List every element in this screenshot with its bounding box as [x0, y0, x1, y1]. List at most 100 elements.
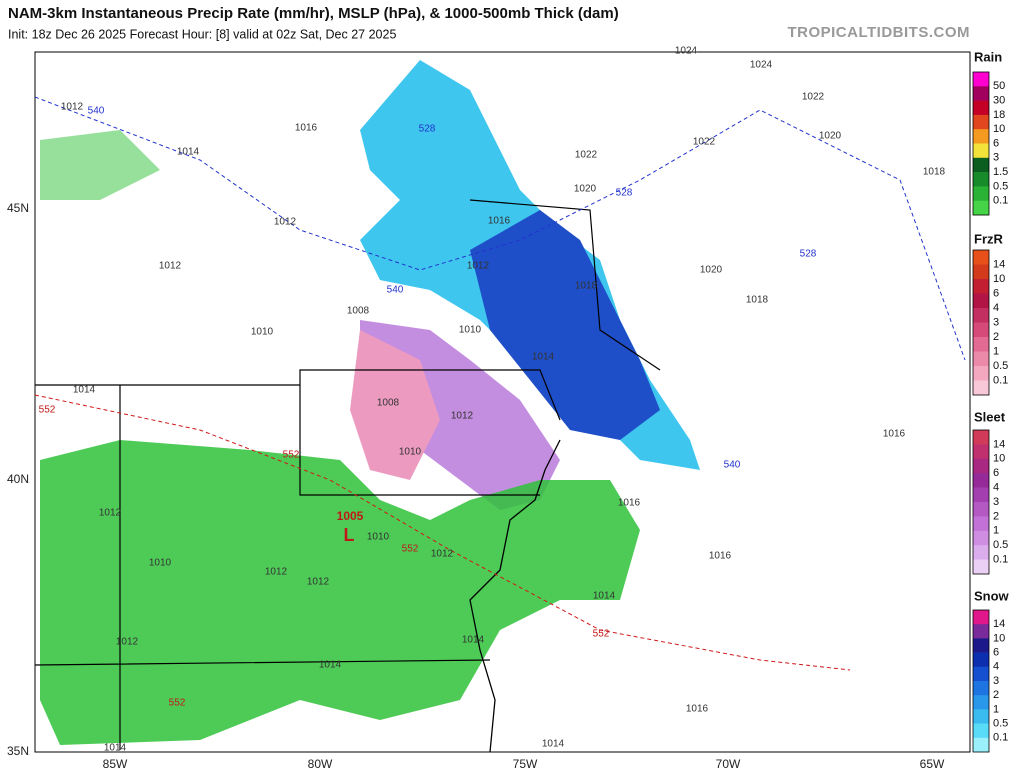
- legend-swatch: [973, 487, 989, 503]
- lat-label: 45N: [7, 201, 29, 215]
- legend-level: 4: [993, 661, 999, 673]
- low-symbol: L: [344, 525, 355, 545]
- legend-level: 4: [993, 302, 999, 314]
- legend-level: 3: [993, 316, 999, 328]
- title: NAM-3km Instantaneous Precip Rate (mm/hr…: [8, 5, 619, 22]
- legend-frame: [972, 429, 990, 575]
- isobar-label: 1012: [159, 261, 182, 272]
- legend-level: 0.5: [993, 180, 1008, 192]
- snow-heavy: [470, 210, 660, 440]
- isobar-label: 1016: [618, 498, 641, 509]
- legend-swatch: [973, 143, 989, 159]
- legend-level: 14: [993, 618, 1005, 630]
- isobar-label: 1012: [274, 217, 297, 228]
- lat-label: 35N: [7, 744, 29, 758]
- isobar-label: 1012: [99, 508, 122, 519]
- legend-level: 1: [993, 345, 999, 357]
- legend-level: 4: [993, 482, 999, 494]
- legend-swatch: [973, 502, 989, 517]
- legend-title: Snow: [974, 588, 1010, 603]
- legend: Rain50301810631.50.50.1FrzR1410643210.50…: [972, 49, 1010, 753]
- legend-level: 0.1: [993, 374, 1008, 386]
- legend-level: 30: [993, 95, 1005, 107]
- lon-label: 80W: [308, 757, 333, 771]
- isobar-label: 1020: [700, 265, 723, 276]
- legend-frame: [972, 71, 990, 216]
- isobar-label: 1010: [149, 558, 172, 569]
- legend-swatch: [973, 444, 989, 460]
- legend-swatch: [973, 610, 989, 625]
- lon-label: 75W: [513, 757, 538, 771]
- legend-level: 18: [993, 109, 1005, 121]
- isobar-label: 1014: [542, 739, 565, 750]
- coastline: [469, 439, 561, 753]
- isobar-label: 1014: [532, 352, 555, 363]
- legend-swatch: [973, 279, 989, 294]
- lon-label: 65W: [920, 757, 945, 771]
- isobar-label: 1022: [802, 92, 825, 103]
- frzr: [350, 330, 440, 480]
- legend-swatch: [973, 380, 989, 396]
- legend-level: 2: [993, 689, 999, 701]
- isobar-label: 1014: [104, 743, 127, 754]
- isobar-label: 1008: [347, 306, 370, 317]
- subtitle: Init: 18z Dec 26 2025 Forecast Hour: [8]…: [8, 27, 396, 41]
- legend-level: 0.1: [993, 732, 1008, 744]
- legend-level: 0.5: [993, 360, 1008, 372]
- thickness-label: 552: [593, 629, 610, 640]
- legend-level: 14: [993, 258, 1005, 270]
- legend-title: Sleet: [974, 409, 1006, 424]
- legend-swatch: [973, 250, 989, 265]
- thickness-label: 528: [419, 124, 436, 135]
- isobar-label: 1012: [265, 567, 288, 578]
- lon-label: 85W: [103, 757, 128, 771]
- legend-level: 1: [993, 525, 999, 537]
- legend-swatch: [973, 430, 989, 445]
- isobar-label: 1012: [307, 577, 330, 588]
- isobar-label: 1022: [575, 150, 598, 161]
- legend-level: 6: [993, 287, 999, 299]
- legend-swatch: [973, 458, 989, 474]
- legend-swatch: [973, 737, 989, 753]
- legend-swatch: [973, 264, 989, 280]
- borders: [34, 199, 661, 750]
- thickness-line: [34, 394, 851, 671]
- legend-level: 50: [993, 80, 1005, 92]
- legend-swatch: [973, 624, 989, 639]
- legend-swatch: [973, 100, 989, 116]
- legend-swatch: [973, 681, 989, 696]
- legend-swatch: [973, 293, 989, 309]
- rain: [40, 440, 640, 745]
- isobar-label: 1020: [819, 131, 842, 142]
- legend-swatch: [973, 200, 989, 216]
- isobar-label: 1014: [593, 591, 616, 602]
- isobar-label: 1024: [675, 46, 698, 57]
- isobar-label: 1012: [116, 637, 139, 648]
- legend-level: 0.1: [993, 195, 1008, 207]
- legend-swatch: [973, 638, 989, 653]
- legend-swatch: [973, 545, 989, 560]
- legend-swatch: [973, 351, 989, 367]
- legend-level: 1.5: [993, 166, 1008, 178]
- legend-swatch: [973, 723, 989, 739]
- isobar-label: 1018: [746, 295, 769, 306]
- isobar-label: 1010: [251, 327, 274, 338]
- isobar-label: 1014: [177, 147, 200, 158]
- legend-title: Rain: [974, 49, 1002, 64]
- isobar-label: 1010: [459, 325, 482, 336]
- map-labels: 45N 40N 35N 85W 80W 75W 70W 65W 1012 1016 1014 1012…: [7, 46, 946, 772]
- legend-swatch: [973, 652, 989, 668]
- legend-swatch: [973, 473, 989, 488]
- thickness-label: 528: [800, 249, 817, 260]
- rain-north: [40, 130, 160, 200]
- isobar-label: 1016: [295, 123, 318, 134]
- thickness-label: 552: [402, 544, 419, 555]
- legend-level: 10: [993, 273, 1005, 285]
- legend-swatch: [973, 114, 989, 130]
- lon-label: 70W: [716, 757, 741, 771]
- legend-swatch: [973, 308, 989, 323]
- legend-level: 3: [993, 152, 999, 164]
- isobar-label: 1020: [574, 184, 597, 195]
- legend-level: 0.5: [993, 539, 1008, 551]
